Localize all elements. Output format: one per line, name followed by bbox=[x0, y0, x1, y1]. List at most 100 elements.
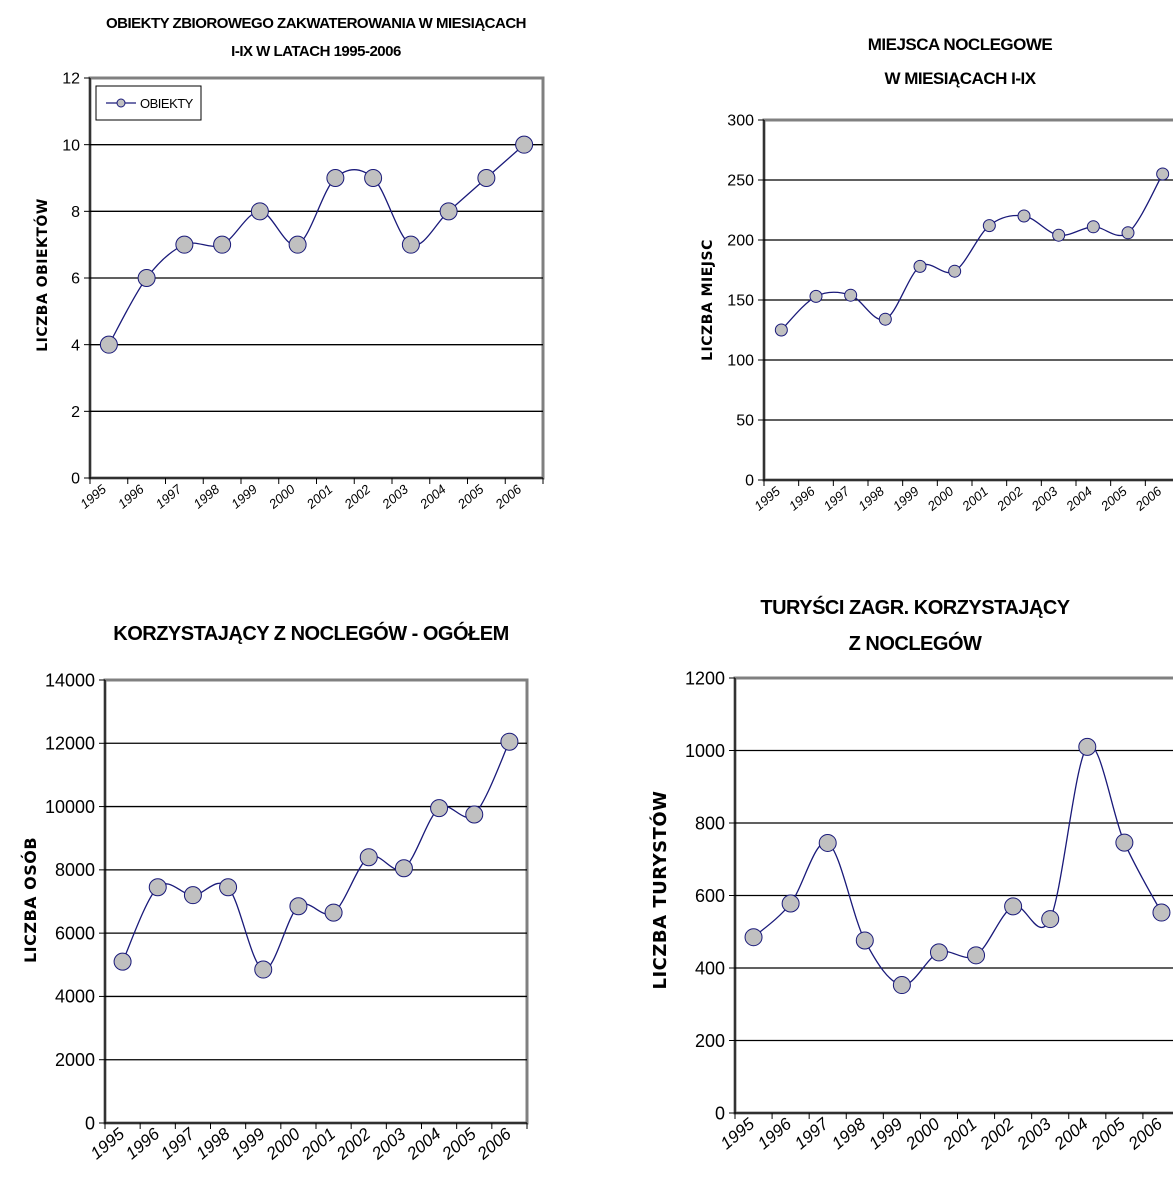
y-tick-label: 400 bbox=[695, 958, 725, 978]
y-tick-label: 0 bbox=[85, 1113, 95, 1133]
series-line bbox=[753, 744, 1163, 986]
x-tick-label: 2001 bbox=[939, 1114, 981, 1154]
chart-title: KORZYSTAJĄCY Z NOCLEGÓW - OGÓŁEM bbox=[113, 621, 508, 645]
chart-subtitle: W MIESIĄCACH I-IX bbox=[884, 69, 1036, 88]
x-tick-label: 1996 bbox=[786, 483, 818, 514]
x-tick-label: 1999 bbox=[865, 1114, 907, 1153]
data-point bbox=[809, 289, 823, 303]
x-tick-label: 2005 bbox=[1097, 483, 1130, 514]
x-tick-label: 1999 bbox=[228, 1124, 270, 1163]
data-point bbox=[844, 288, 858, 302]
y-tick-label: 1000 bbox=[685, 741, 725, 761]
y-axis-label: LICZBA OSÓB bbox=[21, 837, 40, 963]
data-point bbox=[1041, 910, 1060, 929]
data-point bbox=[289, 897, 308, 916]
data-point bbox=[982, 219, 996, 233]
y-tick-label: 6 bbox=[71, 271, 80, 288]
data-point bbox=[515, 135, 534, 154]
data-point bbox=[465, 805, 484, 824]
data-point bbox=[219, 878, 238, 897]
y-tick-label: 4 bbox=[71, 337, 80, 354]
data-point bbox=[137, 269, 156, 287]
data-point bbox=[1121, 226, 1135, 240]
x-tick-label: 2001 bbox=[958, 484, 991, 515]
data-point bbox=[364, 169, 383, 187]
x-tick-label: 2003 bbox=[367, 1124, 409, 1164]
x-tick-label: 2006 bbox=[1124, 1114, 1166, 1154]
y-tick-label: 250 bbox=[727, 173, 754, 190]
x-tick-label: 2005 bbox=[1087, 1114, 1129, 1154]
x-tick-label: 2006 bbox=[1132, 483, 1165, 514]
y-tick-label: 600 bbox=[695, 886, 725, 906]
chart-title: OBIEKTY ZBIOROWEGO ZAKWATEROWANIA W MIES… bbox=[106, 15, 526, 32]
y-tick-label: 50 bbox=[736, 413, 754, 430]
data-point bbox=[818, 833, 837, 852]
y-tick-label: 200 bbox=[727, 233, 754, 250]
data-point bbox=[929, 943, 948, 962]
x-tick-label: 1996 bbox=[122, 1124, 164, 1163]
y-tick-label: 8000 bbox=[55, 860, 95, 880]
y-tick-label: 8 bbox=[71, 204, 80, 221]
y-tick-label: 1200 bbox=[685, 668, 725, 688]
y-tick-label: 0 bbox=[745, 473, 754, 490]
data-point bbox=[744, 928, 763, 947]
x-tick-label: 1998 bbox=[190, 481, 222, 512]
y-tick-label: 6000 bbox=[55, 923, 95, 943]
legend-marker bbox=[116, 98, 126, 108]
y-tick-label: 12000 bbox=[45, 734, 95, 754]
y-axis-label: LICZBA OBIEKTÓW bbox=[33, 198, 51, 352]
data-point bbox=[175, 235, 194, 254]
data-point bbox=[99, 335, 118, 354]
data-point bbox=[913, 259, 927, 273]
x-tick-label: 1997 bbox=[821, 483, 853, 514]
x-tick-label: 2006 bbox=[492, 481, 525, 512]
data-point bbox=[213, 235, 232, 254]
x-tick-label: 2000 bbox=[265, 481, 298, 512]
data-point bbox=[948, 264, 962, 278]
x-tick-label: 2000 bbox=[262, 1124, 304, 1164]
y-tick-label: 100 bbox=[727, 353, 754, 370]
chart-title: TURYŚCI ZAGR. KORZYSTAJĄCY bbox=[760, 595, 1070, 619]
series-line bbox=[780, 173, 1164, 331]
x-tick-label: 1995 bbox=[77, 481, 109, 512]
series-line bbox=[121, 741, 511, 971]
y-tick-label: 4000 bbox=[55, 987, 95, 1007]
chart-subtitle: Z NOCLEGÓW bbox=[849, 631, 982, 655]
chart-2: MIEJSCA NOCLEGOWE W MIESIĄCACH I-IX LICZBA… bbox=[700, 35, 1173, 514]
data-point bbox=[1115, 833, 1134, 852]
x-tick-label: 2002 bbox=[332, 1124, 374, 1164]
x-tick-label: 1995 bbox=[751, 483, 783, 514]
data-point bbox=[781, 894, 800, 913]
y-tick-label: 10 bbox=[62, 137, 80, 154]
data-point bbox=[324, 903, 343, 922]
data-point bbox=[1052, 228, 1066, 242]
chart-title: MIEJSCA NOCLEGOWE bbox=[868, 35, 1053, 54]
y-tick-label: 10000 bbox=[45, 797, 95, 817]
x-tick-label: 2005 bbox=[454, 481, 487, 512]
chart-subtitle: I-IX W LATACH 1995-2006 bbox=[231, 43, 401, 60]
data-point bbox=[878, 312, 892, 326]
x-tick-label: 2001 bbox=[297, 1124, 339, 1164]
x-tick-label: 1996 bbox=[115, 481, 147, 512]
data-point bbox=[967, 946, 986, 965]
x-tick-label: 1998 bbox=[828, 1114, 870, 1153]
x-tick-label: 1997 bbox=[157, 1124, 199, 1163]
x-tick-label: 2002 bbox=[976, 1114, 1018, 1154]
x-tick-label: 2002 bbox=[341, 481, 374, 512]
y-tick-label: 14000 bbox=[45, 670, 95, 690]
y-tick-label: 12 bbox=[62, 71, 80, 88]
data-point bbox=[326, 169, 345, 187]
data-point bbox=[855, 931, 874, 950]
data-point bbox=[288, 235, 307, 254]
data-point bbox=[1156, 167, 1170, 181]
x-tick-label: 1997 bbox=[791, 1114, 833, 1153]
chart-1: OBIEKTY ZBIOROWEGO ZAKWATEROWANIA W MIES… bbox=[33, 15, 545, 512]
x-tick-label: 2005 bbox=[438, 1124, 480, 1164]
data-point bbox=[1152, 903, 1171, 922]
x-tick-label: 2000 bbox=[924, 483, 957, 514]
y-tick-label: 800 bbox=[695, 813, 725, 833]
data-point bbox=[183, 886, 202, 905]
data-point bbox=[430, 799, 449, 818]
data-point bbox=[477, 169, 496, 187]
